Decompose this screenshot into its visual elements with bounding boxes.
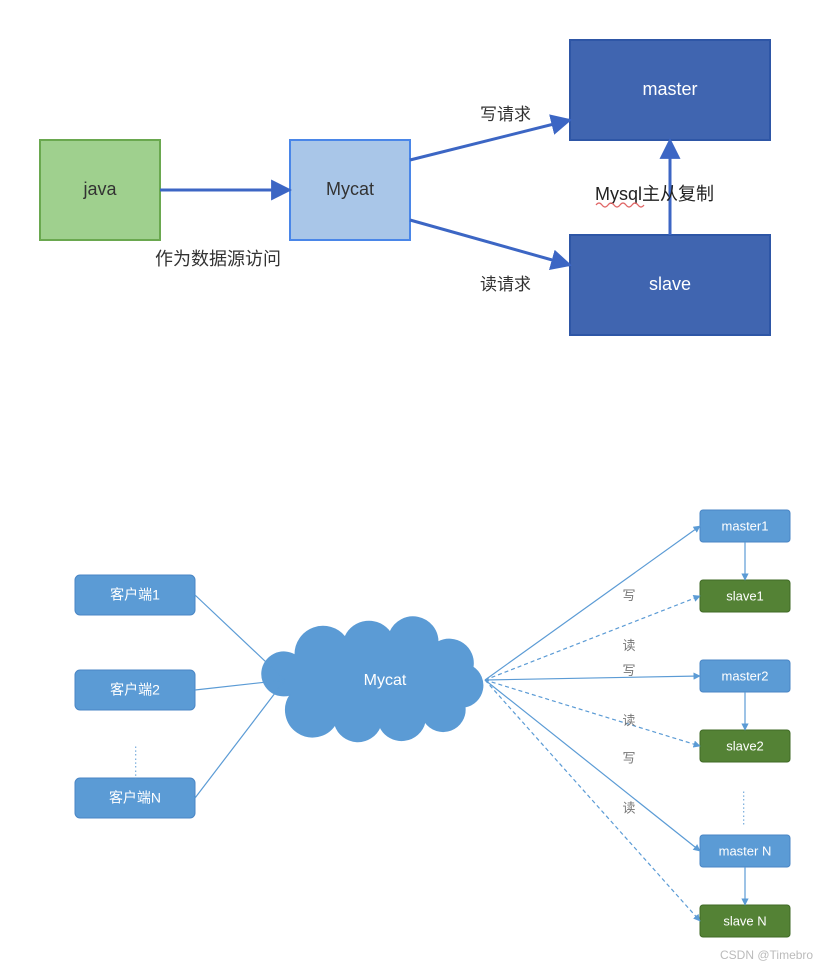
edge-client-2	[195, 680, 285, 798]
label-write: 写请求	[480, 105, 531, 124]
edge-write-0	[485, 526, 700, 680]
edge-client-0	[195, 595, 285, 680]
label-replication: Mysql主从复制	[595, 184, 714, 204]
edge-read-1	[485, 680, 700, 746]
master-label-1: master2	[722, 668, 769, 683]
edge-read-2	[485, 680, 700, 921]
label-read-1: 读	[623, 713, 636, 728]
mycat-cloud-label: Mycat	[364, 672, 407, 689]
mycat-node-label: Mycat	[326, 179, 374, 199]
edge-write-1	[485, 676, 700, 680]
slave-label-2: slave N	[723, 913, 766, 928]
label-read: 读请求	[480, 275, 531, 294]
slave-node-label: slave	[649, 274, 691, 294]
master-label-0: master1	[722, 518, 769, 533]
client-label-2: 客户端N	[109, 790, 161, 806]
slave-label-0: slave1	[726, 588, 764, 603]
edge-mycat-master	[410, 120, 570, 160]
label-write-0: 写	[623, 588, 636, 603]
label-read-0: 读	[623, 638, 636, 653]
edge-read-0	[485, 596, 700, 680]
label-read-2: 读	[623, 801, 636, 816]
client-ellipsis: ………	[132, 745, 146, 781]
client-label-1: 客户端2	[110, 682, 160, 698]
edge-write-2	[485, 680, 700, 851]
diagram-canvas: java Mycat master slave 写请求读请求 Mysql主从复制作为数据源…	[0, 0, 831, 973]
annotation-datasource: 作为数据源访问	[155, 249, 281, 269]
diagram-top: java Mycat master slave 写请求读请求 Mysql主从复制作为数据源…	[40, 40, 770, 335]
master-node-label: master	[642, 79, 697, 99]
client-label-0: 客户端1	[110, 587, 160, 603]
pair-ellipsis: ………	[740, 790, 754, 826]
label-write-2: 写	[623, 751, 636, 766]
java-node-label: java	[82, 179, 117, 199]
watermark: CSDN @Timebro	[720, 948, 813, 962]
diagram-bottom: Mycat客户端1客户端2客户端N………master1slave1写读maste…	[75, 510, 790, 937]
slave-label-1: slave2	[726, 738, 764, 753]
edge-mycat-slave	[410, 220, 570, 265]
master-label-2: master N	[719, 843, 772, 858]
label-write-1: 写	[623, 663, 636, 678]
